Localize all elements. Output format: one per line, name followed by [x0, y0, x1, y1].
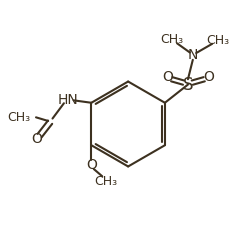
Text: CH₃: CH₃	[8, 111, 31, 124]
Text: O: O	[203, 70, 214, 84]
Text: HN: HN	[58, 93, 79, 107]
Text: CH₃: CH₃	[161, 33, 184, 46]
Text: O: O	[86, 158, 97, 172]
Text: CH₃: CH₃	[94, 175, 118, 188]
Text: O: O	[162, 70, 173, 84]
Text: CH₃: CH₃	[207, 34, 230, 47]
Text: N: N	[188, 48, 198, 62]
Text: O: O	[31, 132, 42, 146]
Text: S: S	[183, 76, 193, 93]
